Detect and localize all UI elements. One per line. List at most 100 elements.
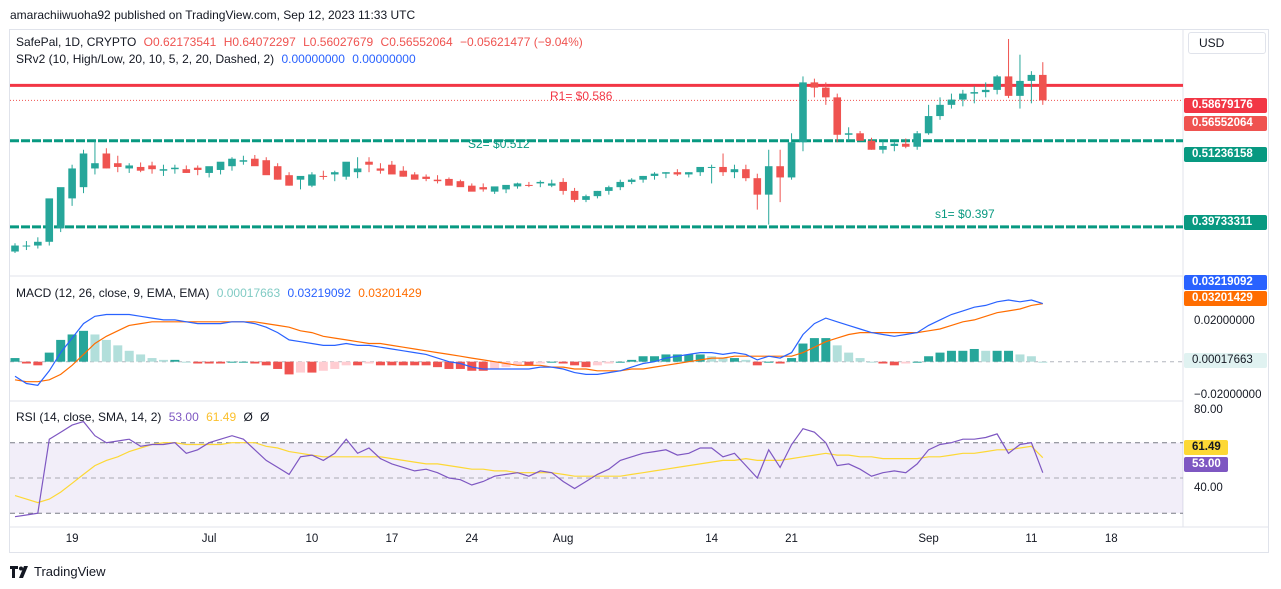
candle-body (673, 172, 682, 175)
candle-body (228, 158, 236, 167)
candle-body (753, 178, 762, 195)
candle-body (273, 166, 282, 180)
candle (684, 172, 693, 178)
indicator-label[interactable]: SRv2 (10, High/Low, 20, 10, 5, 2, 20, Da… (16, 52, 275, 66)
candle-body (822, 87, 830, 98)
macd-histogram-bar (433, 361, 443, 368)
symbol-label[interactable]: SafePal, 1D, CRYPTO (16, 35, 137, 49)
macd-histogram-bar (1038, 361, 1048, 363)
candle-body (296, 175, 305, 180)
candle (388, 160, 396, 175)
candle-body (182, 169, 191, 173)
macd-histogram-bar (581, 361, 591, 368)
candle (228, 157, 236, 171)
candle (34, 237, 42, 249)
candle-body (924, 116, 933, 134)
candle (970, 86, 979, 104)
candle (936, 97, 944, 120)
candle-body (353, 168, 362, 173)
candle (456, 179, 465, 188)
macd-histogram-bar (158, 359, 168, 362)
macd-histogram-bar (318, 361, 328, 371)
date-tick-label: 18 (1104, 533, 1118, 545)
macd-histogram-bar (752, 361, 762, 366)
candle-body (113, 163, 122, 167)
macd-histogram-bar (889, 361, 899, 366)
candle (422, 174, 430, 182)
candle (296, 175, 305, 190)
candle-body (342, 161, 350, 177)
candle-body (34, 241, 42, 246)
candle (582, 194, 590, 203)
indicator-value-2: 0.00000000 (352, 52, 416, 66)
macd-histogram-bar (867, 361, 876, 363)
macd-histogram-bar (969, 348, 979, 362)
candle-body (330, 172, 339, 175)
macd-histogram-bar (181, 361, 191, 363)
candle (490, 186, 499, 194)
macd-histogram-bar (284, 361, 294, 375)
candle (148, 161, 156, 174)
candle (365, 157, 373, 173)
candle-body (125, 165, 133, 169)
candle (319, 170, 328, 180)
macd-histogram-bar (296, 361, 305, 373)
candle-body (810, 82, 819, 88)
candle-body (68, 168, 76, 199)
candle-body (159, 169, 168, 171)
macd-histogram-bar (79, 330, 89, 362)
chart-frame[interactable] (9, 29, 1269, 553)
macd-histogram-bar (216, 361, 226, 364)
candle (205, 166, 213, 178)
macd-histogram-bar (261, 361, 271, 366)
candle-body (136, 166, 145, 171)
macd-histogram-bar (204, 361, 214, 364)
candle (570, 187, 579, 203)
candle-body (867, 140, 876, 150)
candle (22, 241, 31, 251)
date-tick-label: 19 (65, 533, 79, 545)
indicator-value-1: 0.00000000 (281, 52, 345, 66)
macd-histogram-bar (775, 361, 785, 364)
macd-histogram-bar (650, 356, 660, 362)
macd-histogram-bar (467, 361, 477, 371)
candle-body (22, 245, 31, 247)
candle-body (639, 175, 647, 180)
macd-histogram-bar (878, 361, 888, 364)
macd-histogram-bar (170, 359, 180, 362)
candle-body (593, 190, 602, 197)
candle (856, 131, 864, 141)
candle-body (102, 153, 111, 169)
macd-histogram-bar (695, 354, 705, 362)
macd-signal-tag: 0.03201429 (1184, 291, 1267, 306)
rsi-label[interactable]: RSI (14, close, SMA, 14, 2) (16, 410, 162, 424)
date-tick-label: 14 (705, 533, 719, 545)
candle-body (525, 184, 533, 186)
macd-histogram-bar (638, 356, 648, 362)
macd-label[interactable]: MACD (12, 26, close, 9, EMA, EMA) (16, 286, 210, 300)
candle (399, 166, 408, 177)
candle-body (787, 142, 796, 178)
candle (513, 182, 522, 189)
candle-body (502, 184, 510, 190)
macd-histogram-bar (958, 350, 968, 362)
candle (764, 149, 773, 225)
s1-level-label: s1= $0.397 (935, 207, 995, 221)
candle (639, 175, 647, 183)
candle-body (513, 183, 522, 187)
candle-body (890, 143, 899, 146)
candle (753, 173, 762, 210)
macd-histogram-bar (67, 334, 77, 362)
candle (273, 163, 282, 180)
s2-price-tag: 0.51236158 (1184, 147, 1267, 162)
rsi-value-tag: 53.00 (1184, 457, 1228, 472)
currency-button[interactable]: USD (1188, 32, 1266, 54)
macd-histogram-bar (478, 361, 488, 371)
macd-histogram-bar (56, 339, 66, 362)
candle (91, 140, 99, 175)
candle-body (605, 187, 613, 191)
macd-histogram-bar (90, 334, 100, 362)
candle (593, 190, 602, 199)
macd-histogram-bar (844, 352, 854, 362)
